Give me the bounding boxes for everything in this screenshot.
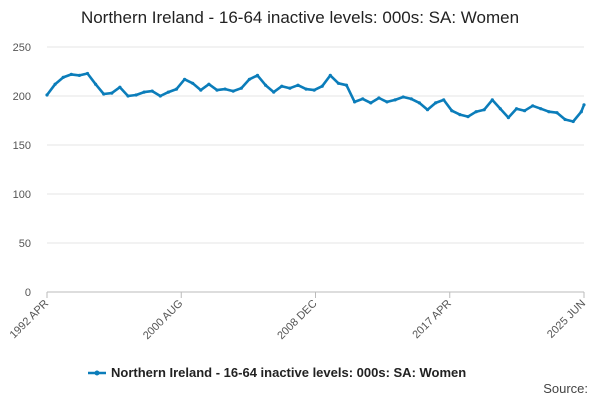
data-point — [344, 83, 349, 87]
data-point — [498, 107, 502, 111]
data-point — [231, 89, 235, 93]
y-tick-label: 50 — [19, 238, 31, 250]
data-point — [264, 83, 268, 87]
y-tick-label: 0 — [25, 287, 31, 299]
data-point — [571, 119, 575, 124]
data-point — [215, 88, 219, 92]
source-label: Source: — [543, 381, 588, 396]
data-point — [94, 82, 98, 86]
data-point — [401, 95, 405, 99]
data-point — [555, 111, 559, 115]
data-point — [482, 108, 486, 112]
data-point — [490, 98, 494, 102]
data-point — [393, 98, 397, 102]
data-point — [304, 87, 308, 91]
data-point — [442, 98, 446, 102]
data-point — [506, 116, 510, 120]
data-point — [320, 84, 324, 88]
data-point — [531, 104, 535, 108]
data-point — [272, 90, 276, 94]
data-point — [409, 97, 413, 101]
data-point — [523, 109, 527, 113]
data-point — [579, 110, 583, 114]
data-point — [328, 73, 332, 77]
data-point — [474, 110, 478, 114]
data-point — [361, 97, 365, 101]
axes: 0 50 100 150 200 250 1992 APR 2000 AUG 2008 DEC 2… — [8, 42, 589, 342]
legend-label: Northern Ireland - 16-64 inactive levels… — [111, 365, 466, 380]
legend-swatch-marker — [94, 370, 100, 376]
data-point — [142, 90, 146, 94]
data-point — [255, 73, 260, 77]
data-point — [582, 103, 586, 107]
chart-title: Northern Ireland - 16-64 inactive levels… — [80, 8, 520, 27]
data-point — [417, 101, 421, 105]
data-point — [369, 101, 373, 105]
grid-lines — [47, 46, 584, 293]
y-tick-label: 200 — [13, 91, 31, 103]
data-point — [466, 115, 470, 119]
x-tick-label: 2017 APR — [410, 298, 454, 342]
data-point — [539, 107, 543, 111]
data-point — [434, 101, 438, 105]
data-point — [458, 113, 462, 117]
data-point — [174, 87, 179, 91]
y-tick-label: 250 — [13, 42, 31, 54]
data-point — [547, 110, 551, 114]
data-point — [61, 75, 65, 79]
data-point — [280, 84, 284, 88]
data-point — [45, 93, 49, 97]
x-tick-label: 2025 JUN — [545, 298, 588, 341]
series-layer — [45, 71, 586, 124]
data-point — [134, 93, 138, 97]
x-tick-label: 2000 AUG — [141, 298, 185, 342]
data-point — [199, 88, 203, 92]
data-point — [183, 77, 187, 81]
data-point — [110, 91, 114, 95]
data-point — [85, 71, 90, 76]
data-point — [207, 82, 211, 86]
x-tick-label: 1992 APR — [8, 298, 52, 342]
data-point — [150, 89, 154, 93]
data-point — [158, 94, 162, 98]
data-point — [239, 86, 243, 90]
data-point — [425, 108, 430, 112]
data-point — [377, 96, 381, 100]
data-point — [353, 100, 357, 104]
data-point — [563, 117, 567, 122]
data-point — [191, 81, 195, 85]
data-point — [77, 73, 81, 77]
x-tick-label: 2008 DEC — [275, 298, 319, 342]
data-point — [247, 77, 251, 81]
data-point — [126, 94, 130, 98]
data-point — [53, 82, 57, 86]
y-tick-label: 100 — [13, 189, 31, 201]
data-point — [385, 100, 389, 104]
data-point — [69, 72, 73, 76]
y-tick-label: 150 — [13, 140, 31, 152]
data-point — [450, 109, 454, 113]
data-point — [296, 83, 300, 87]
legend[interactable]: Northern Ireland - 16-64 inactive levels… — [88, 365, 466, 380]
data-point — [514, 107, 519, 111]
data-point — [336, 81, 340, 85]
data-point — [118, 85, 122, 89]
data-point — [312, 88, 316, 92]
data-point — [288, 86, 292, 90]
data-point — [223, 87, 227, 91]
data-point — [102, 92, 106, 96]
data-point — [166, 90, 170, 94]
